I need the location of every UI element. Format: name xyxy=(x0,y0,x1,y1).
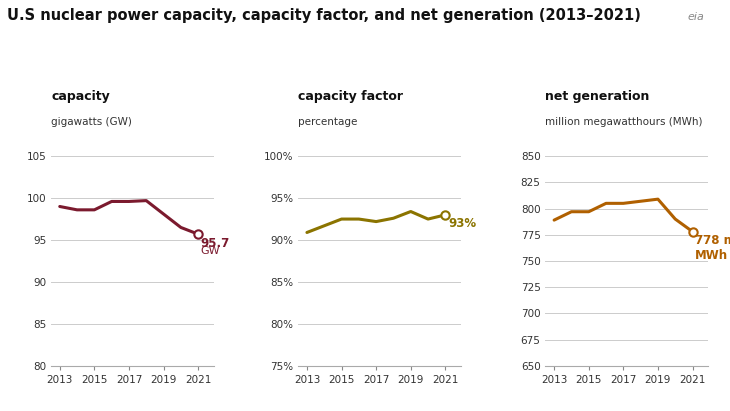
Text: GW: GW xyxy=(201,246,220,256)
Text: 93%: 93% xyxy=(448,217,476,230)
Text: percentage: percentage xyxy=(299,118,358,127)
Text: 95.7: 95.7 xyxy=(201,237,230,249)
Text: capacity factor: capacity factor xyxy=(299,90,403,103)
Text: net generation: net generation xyxy=(545,90,650,103)
Text: million megawatthours (MWh): million megawatthours (MWh) xyxy=(545,118,703,127)
Text: 778 million
MWh: 778 million MWh xyxy=(695,234,730,262)
Text: gigawatts (GW): gigawatts (GW) xyxy=(51,118,132,127)
Text: eia: eia xyxy=(688,12,704,22)
Text: capacity: capacity xyxy=(51,90,110,103)
Text: U.S nuclear power capacity, capacity factor, and net generation (2013–2021): U.S nuclear power capacity, capacity fac… xyxy=(7,8,641,23)
